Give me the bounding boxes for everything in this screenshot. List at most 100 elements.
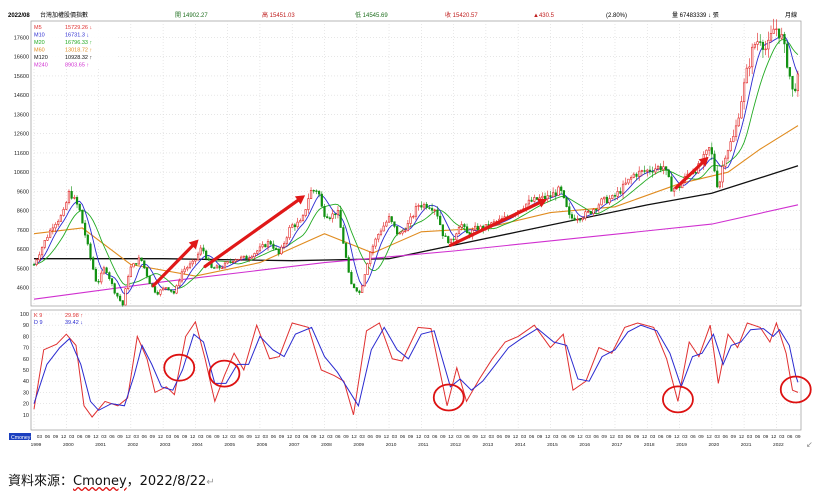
x-year-label: 2006 [257, 442, 268, 448]
trend-arrow-shaft [674, 161, 704, 190]
candle-body [67, 191, 71, 203]
x-month-label: 09 [634, 434, 640, 440]
candle-body [328, 217, 331, 219]
candle-body [713, 153, 716, 172]
candle-body [646, 169, 649, 172]
candle-body [110, 278, 114, 284]
x-year-label: 2019 [676, 442, 687, 448]
candle-body [530, 199, 533, 202]
x-year-label: 2013 [483, 442, 494, 448]
kd-tick-label: 80 [23, 334, 29, 340]
x-month-label: 12 [481, 434, 487, 440]
candle-body [318, 190, 321, 195]
header-volume: 量 67483339 ↓ 張 [672, 12, 719, 19]
candle-body [412, 215, 415, 218]
return-mark: ↵ [206, 477, 215, 488]
candle-body [721, 165, 724, 183]
x-month-label: 09 [731, 434, 737, 440]
candle-body [716, 170, 719, 188]
kd-legend: K 9 29.98 ↑ D 9 39.42 ↓ [34, 313, 83, 326]
candle-body [272, 243, 275, 249]
x-year-label: 2009 [353, 442, 364, 448]
candle-body [296, 221, 299, 228]
candle-body [452, 238, 455, 241]
x-month-label: 06 [238, 434, 244, 440]
x-month-label: 06 [77, 434, 83, 440]
kd-legend-value-k: 29.98 ↑ [65, 313, 83, 319]
candle-body [533, 197, 536, 202]
candle-body [331, 213, 334, 219]
candle-body [43, 240, 46, 248]
candle-body [624, 182, 627, 185]
x-month-label: 12 [545, 434, 551, 440]
candle-body [105, 267, 108, 273]
candle-body [554, 192, 557, 196]
candle-body [205, 250, 208, 260]
candle-body [748, 66, 751, 69]
x-month-label: 06 [626, 434, 632, 440]
x-month-label: 03 [456, 434, 462, 440]
x-year-label: 2016 [579, 442, 590, 448]
x-year-label: 2003 [160, 442, 171, 448]
candle-body [83, 222, 87, 236]
candle-body [425, 203, 428, 208]
x-month-label: 12 [61, 434, 67, 440]
x-month-label: 03 [134, 434, 140, 440]
candle-body [32, 264, 36, 266]
x-month-label: 03 [618, 434, 624, 440]
candle-body [724, 157, 727, 167]
header-bar [31, 8, 801, 20]
candle-body [269, 241, 272, 245]
candle-body [659, 166, 662, 170]
candle-body [436, 209, 439, 217]
candle-body [100, 272, 103, 283]
candle-body [662, 166, 665, 170]
x-year-label: 2008 [321, 442, 332, 448]
candle-body [761, 42, 765, 50]
trend-arrow-head [536, 198, 548, 208]
price-tick-label: 8600 [17, 209, 29, 215]
candle-body [178, 280, 181, 287]
trend-arrows [151, 156, 709, 288]
x-month-label: 12 [158, 434, 164, 440]
candle-body [385, 221, 388, 227]
candle-body [786, 43, 789, 68]
candle-body [428, 207, 431, 209]
candle-body [347, 257, 350, 273]
candle-body [465, 226, 469, 234]
candle-body [148, 275, 151, 284]
x-year-label: 2015 [547, 442, 558, 448]
candle-body [46, 237, 49, 241]
candle-body [573, 217, 576, 221]
candle-body [156, 292, 159, 295]
candle-body [51, 227, 54, 231]
candle-body [546, 195, 549, 200]
candle-body [199, 247, 202, 255]
x-month-label: 09 [795, 434, 801, 440]
x-year-label: 2022 [773, 442, 784, 448]
source-prefix: 資料來源： [8, 474, 74, 489]
ma-legend-label-m240: M240 [34, 63, 48, 69]
candle-body [667, 169, 670, 178]
candle-body [630, 176, 633, 180]
trend-arrow-shaft [151, 244, 194, 288]
x-month-label: 09 [343, 434, 349, 440]
candle-body [603, 196, 606, 200]
x-year-label: 2000 [63, 442, 74, 448]
candle-body [116, 292, 119, 297]
oversold-circle [662, 385, 694, 414]
candle-body [89, 243, 92, 259]
candle-body [102, 267, 106, 274]
candle-body [387, 216, 391, 223]
cmoney-badge [9, 433, 31, 440]
candle-body [307, 198, 310, 210]
price-tick-label: 13600 [14, 112, 29, 118]
x-month-label: 06 [787, 434, 793, 440]
candle-body [170, 289, 173, 292]
price-tick-label: 16600 [14, 55, 29, 61]
candle-body [560, 186, 563, 191]
x-month-label: 06 [497, 434, 503, 440]
x-year-label: 2005 [224, 442, 235, 448]
candle-body [552, 192, 555, 198]
candle-body [191, 260, 194, 265]
